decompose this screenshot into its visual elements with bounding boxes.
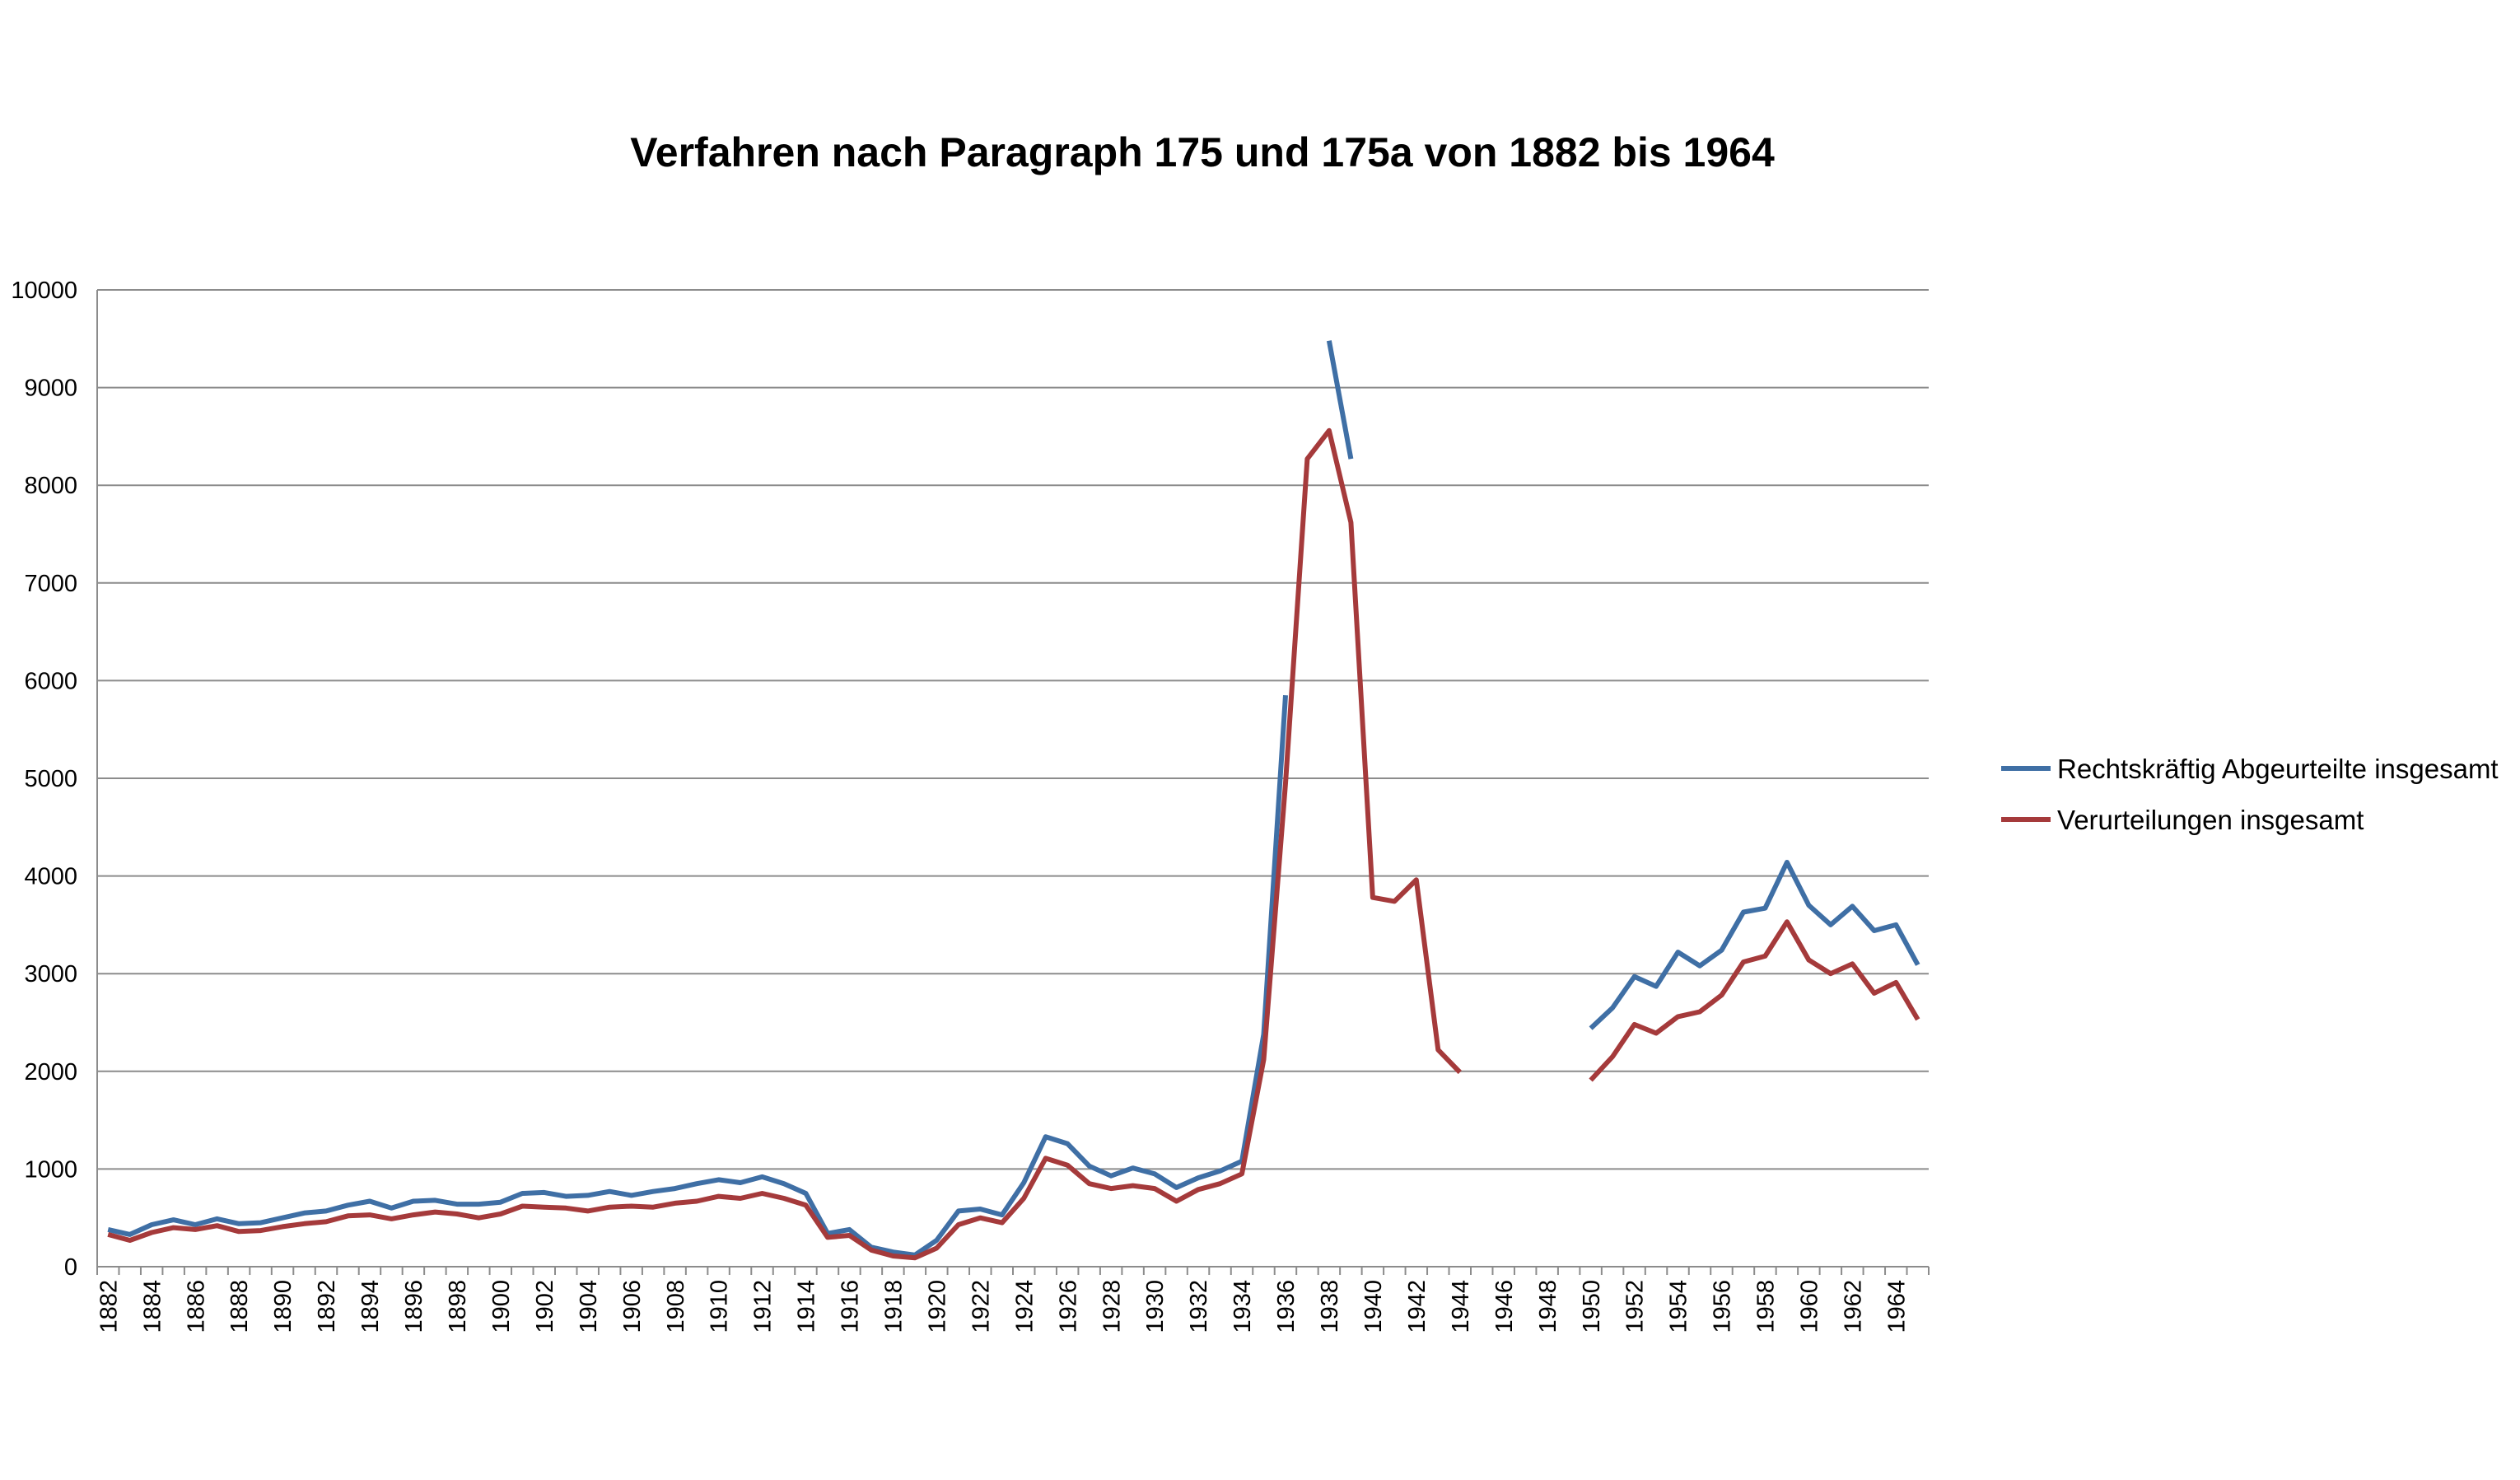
- y-tick-label: 9000: [24, 376, 77, 402]
- x-tick-label: 1906: [619, 1280, 646, 1333]
- y-tick-label: 10000: [11, 278, 77, 304]
- series-line: [1589, 860, 1920, 1030]
- y-tick-label: 2000: [24, 1059, 77, 1085]
- series-2: [107, 427, 1920, 1261]
- y-axis-ticks: 0 1000 2000 3000 4000 5000 6000 7000 8000 9000 100…: [11, 278, 77, 1281]
- legend-label: Verurteilungen insgesamt: [2057, 805, 2364, 835]
- y-tick-label: 7000: [24, 571, 77, 597]
- x-tick-label: 1896: [401, 1280, 427, 1333]
- x-tick-label: 1884: [139, 1280, 166, 1333]
- y-tick-label: 8000: [24, 473, 77, 499]
- x-tick-label: 1964: [1883, 1280, 1910, 1333]
- legend: Rechtskräftig Abgeurteilte insgesamt Veru…: [2001, 754, 2499, 835]
- x-tick-label: 1948: [1535, 1280, 1561, 1333]
- x-tick-label: 1920: [924, 1280, 950, 1333]
- series-line: [1326, 340, 1354, 460]
- x-tick-label: 1952: [1622, 1280, 1649, 1333]
- x-tick-label: 1892: [314, 1280, 340, 1333]
- legend-label: Rechtskräftig Abgeurteilte insgesamt: [2057, 754, 2499, 784]
- series-line: [107, 695, 1288, 1258]
- y-tick-label: 0: [64, 1254, 77, 1281]
- y-tick-label: 3000: [24, 961, 77, 987]
- x-tick-label: 1946: [1491, 1280, 1518, 1333]
- x-tick-label: 1918: [881, 1280, 908, 1333]
- x-axis-ticks: 1882 1884 1886 1888 1890 1892 1894 1896 1898 1900…: [96, 1267, 1930, 1333]
- series-1: [107, 340, 1920, 1258]
- y-tick-label: 4000: [24, 864, 77, 890]
- x-tick-label: 1898: [445, 1280, 471, 1333]
- chart-title: Verfahren nach Paragraph 175 und 175a vo…: [630, 129, 1775, 175]
- x-tick-label: 1928: [1099, 1280, 1125, 1333]
- y-tick-label: 1000: [24, 1156, 77, 1183]
- x-tick-label: 1904: [576, 1280, 602, 1333]
- x-tick-label: 1910: [707, 1280, 733, 1333]
- x-tick-label: 1924: [1011, 1280, 1038, 1333]
- x-tick-label: 1950: [1579, 1280, 1605, 1333]
- x-tick-label: 1962: [1840, 1280, 1866, 1333]
- x-tick-label: 1932: [1186, 1280, 1212, 1333]
- x-tick-label: 1958: [1753, 1280, 1780, 1333]
- x-tick-label: 1940: [1360, 1280, 1387, 1333]
- y-tick-label: 6000: [24, 668, 77, 694]
- x-tick-label: 1930: [1142, 1280, 1169, 1333]
- x-tick-label: 1908: [663, 1280, 689, 1333]
- x-tick-label: 1916: [838, 1280, 864, 1333]
- x-tick-label: 1890: [270, 1280, 296, 1333]
- x-tick-label: 1956: [1710, 1280, 1736, 1333]
- x-tick-label: 1888: [226, 1280, 253, 1333]
- x-tick-label: 1900: [488, 1280, 515, 1333]
- x-tick-label: 1882: [96, 1280, 122, 1333]
- x-tick-label: 1894: [357, 1280, 384, 1333]
- x-tick-label: 1914: [794, 1280, 820, 1333]
- x-tick-label: 1886: [183, 1280, 209, 1333]
- x-tick-label: 1926: [1055, 1280, 1081, 1333]
- x-tick-label: 1942: [1404, 1280, 1430, 1333]
- series-line: [107, 427, 1462, 1261]
- series-lines: [107, 340, 1920, 1261]
- x-tick-label: 1944: [1448, 1280, 1474, 1333]
- x-tick-label: 1922: [968, 1280, 994, 1333]
- x-tick-label: 1954: [1666, 1280, 1692, 1333]
- grid: [96, 289, 1929, 1268]
- x-tick-label: 1912: [750, 1280, 777, 1333]
- x-tick-label: 1936: [1273, 1280, 1300, 1333]
- series-line: [1589, 919, 1920, 1082]
- x-tick-label: 1902: [532, 1280, 558, 1333]
- x-tick-label: 1960: [1797, 1280, 1823, 1333]
- x-tick-label: 1938: [1317, 1280, 1343, 1333]
- y-tick-label: 5000: [24, 766, 77, 792]
- x-tick-label: 1934: [1230, 1280, 1256, 1333]
